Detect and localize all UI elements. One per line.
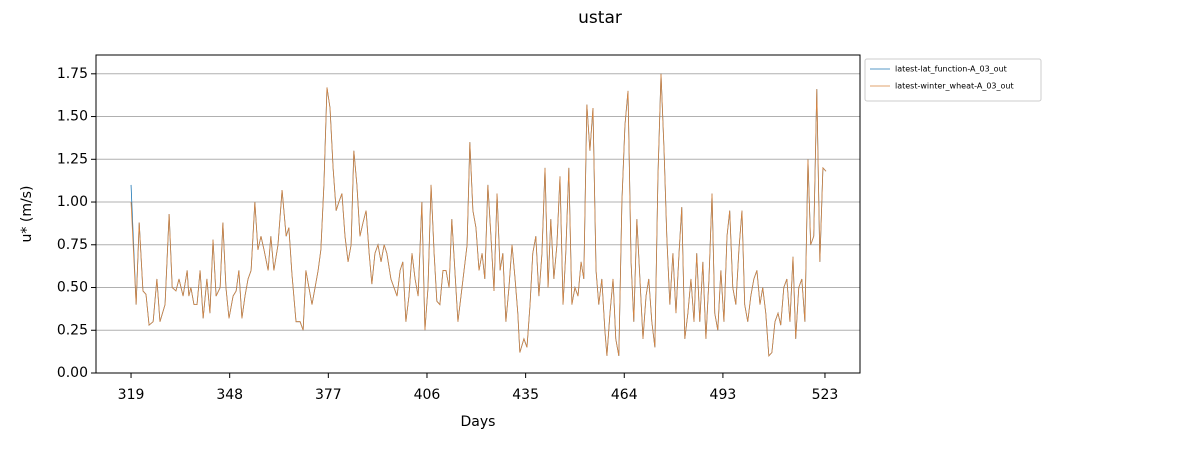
data-line: [130, 73, 827, 357]
x-tick-label: 435: [512, 387, 539, 403]
y-tick-label: 0.25: [57, 322, 88, 338]
x-tick-label: 348: [216, 387, 243, 403]
y-tick-label: 1.50: [57, 109, 88, 125]
x-tick-label: 523: [812, 387, 839, 403]
legend-box: [864, 58, 1042, 102]
chart-title: ustar: [578, 8, 622, 28]
legend-label: latest-lat_function-A_03_out: [895, 65, 1007, 74]
x-tick-label: 406: [414, 387, 441, 403]
x-tick-label: 319: [118, 387, 145, 403]
y-tick-label: 1.75: [57, 66, 88, 82]
x-tick-label: 377: [315, 387, 342, 403]
y-tick-label: 0.50: [57, 280, 88, 296]
x-tick-label: 464: [611, 387, 638, 403]
y-axis-label: u* (m/s): [19, 186, 35, 243]
y-tick-label: 0.00: [57, 365, 88, 381]
y-tick-label: 1.25: [57, 151, 88, 167]
y-tick-label: 1.00: [57, 194, 88, 210]
x-tick-label: 493: [710, 387, 737, 403]
y-tick-label: 0.75: [57, 237, 88, 253]
x-axis-label: Days: [461, 414, 496, 430]
legend-label: latest-winter_wheat-A_03_out: [895, 82, 1014, 91]
plot-frame: [95, 54, 861, 374]
